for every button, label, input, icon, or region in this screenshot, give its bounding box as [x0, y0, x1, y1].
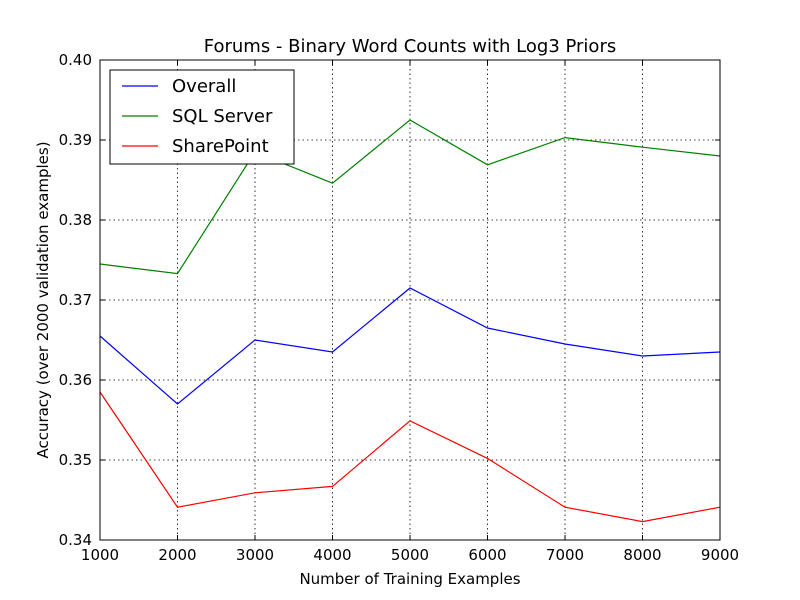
legend-label-sql-server: SQL Server [172, 106, 273, 127]
chart-title: Forums - Binary Word Counts with Log3 Pr… [204, 36, 616, 57]
y-tick-label: 0.36 [59, 371, 92, 389]
series-line-sharepoint [99, 391, 721, 523]
y-tick-label: 0.35 [59, 451, 92, 469]
series-lines [99, 119, 721, 523]
x-tick-label: 4000 [313, 546, 351, 564]
x-tick-label: 5000 [391, 546, 429, 564]
x-tick-label: 2000 [158, 546, 196, 564]
y-tick-label: 0.34 [59, 531, 92, 549]
legend-label-overall: Overall [172, 76, 236, 97]
x-tick-label: 6000 [468, 546, 506, 564]
y-tick-label: 0.39 [59, 131, 92, 149]
legend: Overall SQL Server SharePoint [109, 69, 295, 165]
grid [100, 60, 720, 540]
axis-ticks: 1000 2000 3000 4000 5000 6000 7000 8000 9000 0.34… [59, 51, 740, 564]
x-tick-label: 3000 [236, 546, 274, 564]
legend-label-sharepoint: SharePoint [172, 136, 269, 157]
x-tick-label: 1000 [81, 546, 119, 564]
x-tick-label: 9000 [701, 546, 739, 564]
y-tick-label: 0.40 [59, 51, 92, 69]
x-tick-label: 7000 [546, 546, 584, 564]
series-line-sql-server [99, 119, 721, 275]
y-tick-label: 0.37 [59, 291, 92, 309]
x-tick-label: 8000 [623, 546, 661, 564]
x-axis-label: Number of Training Examples [299, 570, 520, 588]
y-tick-label: 0.38 [59, 211, 92, 229]
y-axis-label: Accuracy (over 2000 validation examples) [34, 141, 52, 458]
series-line-overall [99, 287, 721, 405]
